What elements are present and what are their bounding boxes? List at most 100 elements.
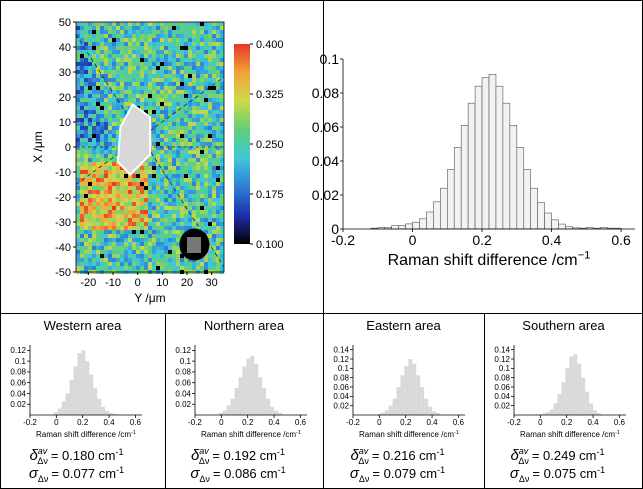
map-texture-cell [128, 98, 132, 102]
map-texture-cell [176, 190, 180, 194]
map-texture-cell [184, 134, 188, 138]
map-texture-cell [144, 102, 148, 106]
map-texture-cell [200, 198, 204, 202]
map-texture-cell [100, 182, 104, 186]
map-texture-cell [208, 54, 212, 58]
map-texture-cell [124, 82, 128, 86]
map-texture-cell [144, 54, 148, 58]
map-texture-cell [192, 226, 196, 230]
map-texture-cell [76, 238, 80, 242]
map-texture-cell [208, 106, 212, 110]
map-texture-cell [104, 262, 108, 266]
map-texture-cell [148, 38, 152, 42]
map-texture-cell [220, 74, 224, 78]
map-texture-cell [168, 130, 172, 134]
map-texture-cell [100, 254, 104, 258]
map-texture-cell [184, 158, 188, 162]
map-texture-cell [208, 86, 212, 90]
map-texture-cell [104, 162, 108, 166]
colorbar-tick-label: 0.400 [256, 39, 284, 51]
map-texture-cell [208, 218, 212, 222]
map-texture-cell [76, 26, 80, 30]
y-tick-label: 0.04 [312, 153, 339, 169]
map-texture-cell [176, 154, 180, 158]
map-texture-cell [140, 238, 144, 242]
map-texture-cell [200, 190, 204, 194]
map-texture-cell [100, 50, 104, 54]
map-texture-cell [100, 66, 104, 70]
map-texture-cell [140, 206, 144, 210]
map-texture-cell [148, 82, 152, 86]
map-texture-cell [88, 238, 92, 242]
map-texture-cell [156, 218, 160, 222]
map-texture-cell [128, 50, 132, 54]
map-texture-cell [132, 182, 136, 186]
map-texture-cell [200, 106, 204, 110]
map-texture-cell [208, 198, 212, 202]
map-texture-cell [80, 206, 84, 210]
map-texture-cell [140, 262, 144, 266]
map-texture-cell [204, 262, 208, 266]
map-texture-cell [108, 242, 112, 246]
map-texture-cell [132, 98, 136, 102]
map-texture-cell [80, 242, 84, 246]
map-texture-cell [116, 50, 120, 54]
map-texture-cell [196, 78, 200, 82]
map-texture-cell [164, 42, 168, 46]
map-texture-cell [112, 82, 116, 86]
map-texture-cell [108, 258, 112, 262]
map-texture-cell [180, 46, 184, 50]
x-tick-label: 0 [219, 418, 224, 427]
histogram-bar [440, 187, 448, 230]
map-texture-cell [132, 226, 136, 230]
map-texture-cell [152, 190, 156, 194]
map-texture-cell [204, 214, 208, 218]
map-texture-cell [112, 174, 116, 178]
map-texture-cell [164, 178, 168, 182]
map-texture-cell [176, 122, 180, 126]
map-texture-cell [156, 58, 160, 62]
map-texture-cell [172, 258, 176, 262]
map-texture-cell [204, 70, 208, 74]
map-texture-cell [76, 58, 80, 62]
map-texture-cell [212, 142, 216, 146]
map-texture-cell [80, 34, 84, 38]
map-texture-cell [176, 94, 180, 98]
map-texture-cell [188, 102, 192, 106]
histogram-bar [412, 221, 420, 230]
map-texture-cell [220, 262, 224, 266]
map-texture-cell [96, 186, 100, 190]
map-texture-cell [128, 266, 132, 270]
map-texture-cell [152, 102, 156, 106]
map-texture-cell [92, 54, 96, 58]
map-texture-cell [84, 198, 88, 202]
map-texture-cell [216, 34, 220, 38]
map-texture-cell [164, 114, 168, 118]
histogram-bar [398, 225, 406, 230]
map-texture-cell [84, 118, 88, 122]
map-texture-cell [92, 110, 96, 114]
histogram-bar [581, 377, 586, 415]
map-texture-cell [188, 214, 192, 218]
map-texture-cell [212, 198, 216, 202]
map-texture-cell [76, 110, 80, 114]
map-texture-cell [204, 226, 208, 230]
map-texture-cell [84, 42, 88, 46]
map-texture-cell [192, 266, 196, 270]
map-texture-cell [200, 90, 204, 94]
map-texture-cell [104, 178, 108, 182]
map-texture-cell [152, 82, 156, 86]
map-texture-cell [168, 118, 172, 122]
map-texture-cell [216, 190, 220, 194]
map-texture-cell [168, 90, 172, 94]
map-texture-cell [192, 150, 196, 154]
map-texture-cell [204, 82, 208, 86]
map-texture-cell [172, 198, 176, 202]
map-texture-cell [88, 174, 92, 178]
map-texture-cell [204, 106, 208, 110]
map-texture-cell [104, 134, 108, 138]
map-texture-cell [108, 30, 112, 34]
map-texture-cell [108, 226, 112, 230]
y-tick-label: 20 [59, 92, 71, 104]
map-texture-cell [180, 26, 184, 30]
